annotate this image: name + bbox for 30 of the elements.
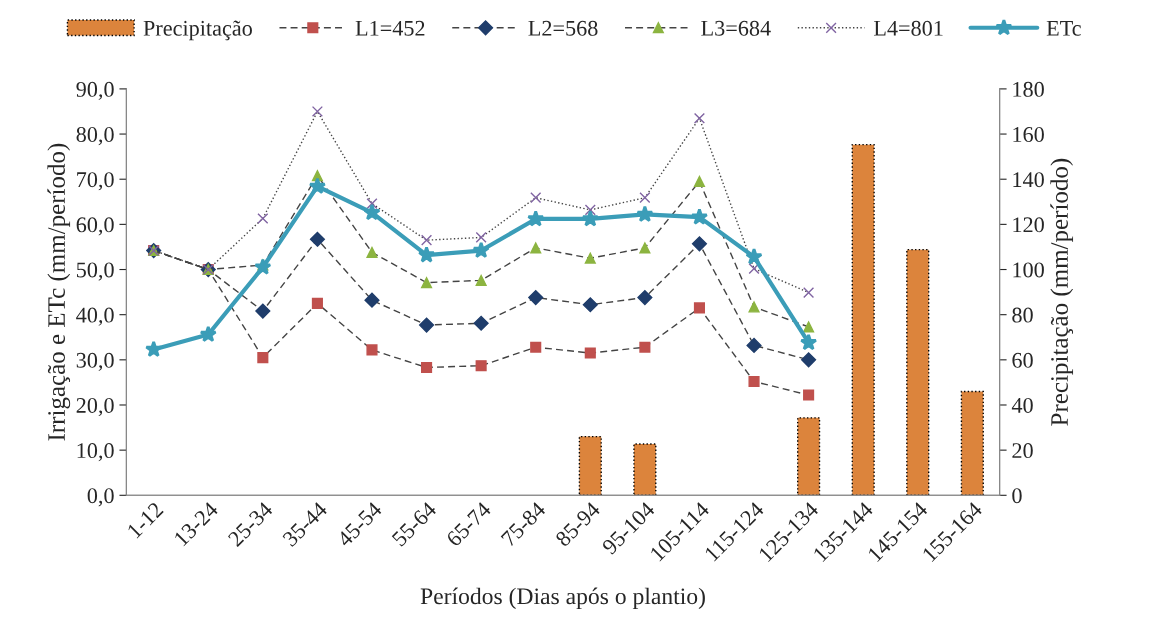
y-tick-label: 10,0 xyxy=(77,443,114,462)
x-axis-title: Períodos (Dias após o plantio) xyxy=(420,587,705,610)
legend-label: L4=801 xyxy=(873,20,943,36)
y2-tick-label: 40 xyxy=(1011,397,1033,413)
y2-tick-label: 100 xyxy=(1013,262,1044,278)
y-tick-label: 80,0 xyxy=(76,126,114,146)
y-tick-label: 20,0 xyxy=(76,397,114,417)
y2-tick-label: 140 xyxy=(1013,172,1044,188)
y2-tick-label: 120 xyxy=(1013,217,1044,233)
legend-label: L1=452 xyxy=(355,20,425,36)
y2-tick-label: 20 xyxy=(1012,443,1033,459)
y2-tick-label: 0 xyxy=(1012,488,1022,504)
y2-tick-label: 80 xyxy=(1012,307,1033,323)
x-tick-label: 1-12 xyxy=(126,501,164,539)
legend-label: ETc xyxy=(1046,21,1081,36)
y2-tick-label: 60 xyxy=(1012,352,1033,368)
y2-axis-title: Precipitação (mm/período) xyxy=(1050,158,1074,426)
legend-label: L3=684 xyxy=(701,20,771,36)
y-tick-label: 0,0 xyxy=(87,488,114,507)
y-tick-label: 60,0 xyxy=(76,217,114,236)
y-tick-label: 40,0 xyxy=(76,307,114,326)
y-axis-title: Irrigação e ETc (mm/período) xyxy=(47,143,71,441)
y-tick-label: 90,0 xyxy=(76,81,114,101)
y-tick-label: 30,0 xyxy=(76,352,114,371)
y2-tick-label: 160 xyxy=(1013,126,1044,142)
legend-label: Precipitação xyxy=(143,20,252,41)
y-tick-label: 70,0 xyxy=(77,172,114,191)
y2-tick-label: 180 xyxy=(1013,81,1044,97)
y-tick-label: 50,0 xyxy=(76,262,114,281)
legend-label: L2=568 xyxy=(528,20,598,36)
